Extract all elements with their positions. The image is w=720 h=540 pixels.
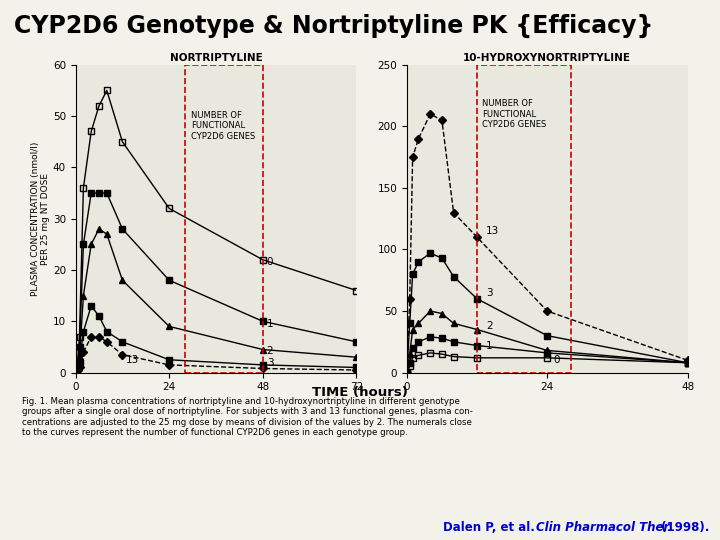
Text: CYP2D6 Genotype & Nortriptyline PK {Efficacy}: CYP2D6 Genotype & Nortriptyline PK {Effi… — [14, 14, 654, 38]
Y-axis label: PLASMA CONCENTRATION (nmol/l)
PER 25 mg NT DOSE: PLASMA CONCENTRATION (nmol/l) PER 25 mg … — [30, 141, 50, 296]
Bar — [185, 65, 263, 373]
Text: 13: 13 — [486, 226, 499, 236]
Text: 0: 0 — [553, 355, 559, 365]
Text: TIME (hours): TIME (hours) — [312, 386, 408, 399]
Title: 10-HYDROXYNORTRIPTYLINE: 10-HYDROXYNORTRIPTYLINE — [463, 52, 631, 63]
Bar — [477, 65, 571, 373]
Text: 0: 0 — [266, 257, 273, 267]
Text: 2: 2 — [486, 321, 492, 331]
Text: 3: 3 — [486, 288, 492, 298]
Text: Fig. 1. Mean plasma concentrations of nortriptyline and 10-hydroxynortriptyline : Fig. 1. Mean plasma concentrations of no… — [22, 397, 472, 437]
Text: 1: 1 — [266, 319, 274, 329]
Title: NORTRIPTYLINE: NORTRIPTYLINE — [170, 52, 262, 63]
Text: 1: 1 — [486, 341, 492, 350]
Text: Clin Pharmacol Ther: Clin Pharmacol Ther — [536, 521, 670, 534]
Text: 13: 13 — [126, 355, 140, 365]
Text: 3: 3 — [266, 359, 274, 368]
Text: (1998).: (1998). — [657, 521, 709, 534]
Text: NUMBER OF
FUNCTIONAL
CYP2D6 GENES: NUMBER OF FUNCTIONAL CYP2D6 GENES — [482, 99, 546, 129]
Text: NUMBER OF
FUNCTIONAL
CYP2D6 GENES: NUMBER OF FUNCTIONAL CYP2D6 GENES — [191, 111, 255, 141]
Text: 2: 2 — [266, 346, 274, 355]
Text: Dalen P, et al.: Dalen P, et al. — [443, 521, 539, 534]
